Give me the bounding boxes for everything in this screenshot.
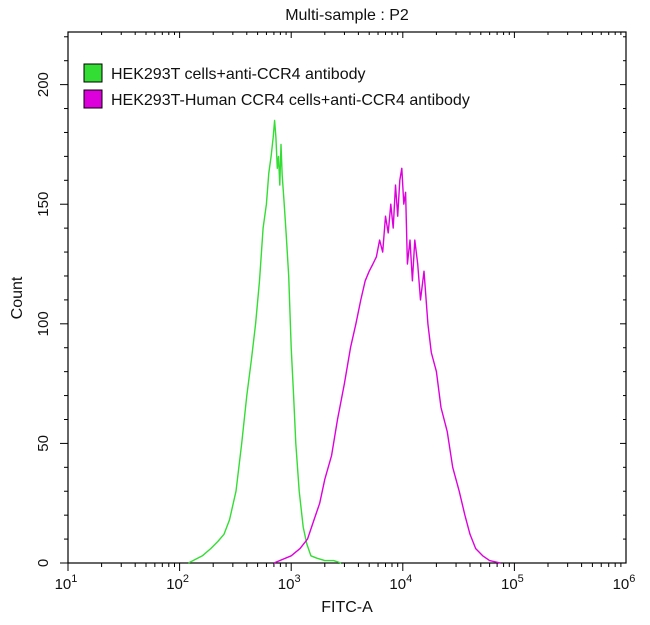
legend-label: HEK293T-Human CCR4 cells+anti-CCR4 antib… xyxy=(111,92,470,109)
chart-title: Multi-sample : P2 xyxy=(285,7,409,24)
legend-label: HEK293T cells+anti-CCR4 antibody xyxy=(111,66,366,83)
y-ticks: 0 50 100 150 200 xyxy=(35,36,626,567)
x-tick-label: 105 xyxy=(501,573,524,593)
y-tick-label: 150 xyxy=(35,192,52,217)
x-ticks: 101 102 103 104 105 106 xyxy=(55,32,636,593)
y-tick-label: 0 xyxy=(35,559,52,567)
x-tick-label: 106 xyxy=(613,573,636,593)
x-axis-label: FITC-A xyxy=(321,599,373,616)
x-tick-label: 103 xyxy=(278,573,301,593)
series-group xyxy=(188,119,501,564)
legend-swatch xyxy=(83,63,103,83)
x-tick-label: 102 xyxy=(166,573,189,593)
plot-frame xyxy=(67,31,627,564)
series-line-1 xyxy=(188,119,342,564)
x-tick-label: 101 xyxy=(55,573,78,593)
y-tick-label: 100 xyxy=(35,311,52,336)
y-axis-label: Count xyxy=(9,276,26,319)
y-tick-label: 50 xyxy=(35,435,52,452)
legend-swatch xyxy=(83,89,103,109)
legend: HEK293T cells+anti-CCR4 antibody HEK293T-… xyxy=(83,63,470,109)
series-line-2 xyxy=(273,167,501,564)
x-tick-label: 104 xyxy=(389,573,412,593)
y-tick-label: 200 xyxy=(35,72,52,97)
